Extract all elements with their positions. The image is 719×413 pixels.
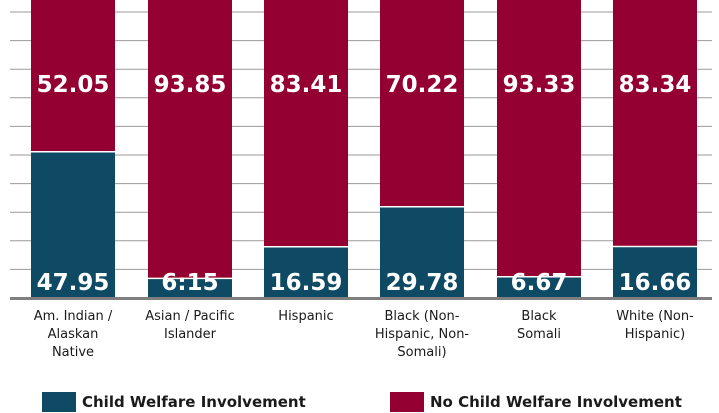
bar-segment bbox=[264, 246, 348, 297]
category-label: White (Non- Hispanic) bbox=[603, 308, 707, 344]
data-label-no-child-welfare: 93.33 bbox=[503, 72, 576, 98]
category-label-line: Asian / Pacific bbox=[145, 309, 235, 324]
data-label-child-welfare: 16.59 bbox=[270, 270, 343, 296]
category-label-line: Black (Non- bbox=[384, 309, 460, 324]
bar-segment bbox=[31, 151, 115, 297]
data-label-child-welfare: 6:15 bbox=[161, 270, 218, 296]
legend: Child Welfare Involvement No Child Welfa… bbox=[0, 392, 719, 412]
category-label-line: Alaskan bbox=[47, 327, 99, 342]
data-label-no-child-welfare: 93.85 bbox=[154, 72, 227, 98]
category-label-line: Am. Indian / bbox=[33, 309, 113, 324]
data-label-no-child-welfare: 52.05 bbox=[37, 72, 110, 98]
legend-item-no-child-welfare: No Child Welfare Involvement bbox=[390, 392, 682, 412]
legend-swatch-no-child-welfare bbox=[390, 392, 424, 412]
category-label: Black Somali bbox=[487, 308, 591, 344]
data-label-child-welfare: 6.67 bbox=[511, 270, 568, 296]
data-label-no-child-welfare: 83.41 bbox=[270, 72, 343, 98]
category-label-line: Black bbox=[521, 309, 557, 324]
data-label-child-welfare: 16.66 bbox=[619, 270, 692, 296]
category-label-line: Islander bbox=[163, 327, 217, 342]
category-label-line: Hispanic bbox=[278, 309, 334, 324]
category-label: Hispanic bbox=[254, 308, 358, 326]
bar-segment bbox=[613, 0, 697, 247]
category-label-line: Somali) bbox=[397, 345, 447, 360]
data-label-child-welfare: 29.78 bbox=[386, 270, 459, 296]
bar-segment bbox=[148, 278, 232, 297]
category-label-line: White (Non- bbox=[616, 309, 694, 324]
data-label-no-child-welfare: 70.22 bbox=[386, 72, 459, 98]
bar-segment bbox=[264, 0, 348, 247]
category-label-line: Hispanic, Non- bbox=[374, 327, 470, 342]
category-label: Asian / Pacific Islander bbox=[138, 308, 242, 344]
category-label: Black (Non- Hispanic, Non- Somali) bbox=[370, 308, 474, 362]
bar-segment bbox=[380, 206, 464, 297]
bar-segment bbox=[148, 0, 232, 279]
legend-label-no-child-welfare: No Child Welfare Involvement bbox=[430, 393, 682, 411]
category-label-line: Native bbox=[51, 345, 95, 360]
bar-segment bbox=[380, 0, 464, 207]
bar-segment bbox=[497, 0, 581, 277]
bar-segment bbox=[497, 276, 581, 297]
bar-segment bbox=[613, 246, 697, 297]
category-label: Am. Indian / Alaskan Native bbox=[21, 308, 125, 362]
legend-label-child-welfare: Child Welfare Involvement bbox=[82, 393, 306, 411]
data-label-child-welfare: 47.95 bbox=[37, 270, 110, 296]
bar-segment bbox=[31, 0, 115, 152]
category-label-line: Hispanic) bbox=[624, 327, 686, 342]
x-axis-baseline bbox=[10, 297, 712, 300]
category-label-line: Somali bbox=[516, 327, 562, 342]
legend-swatch-child-welfare bbox=[42, 392, 76, 412]
legend-item-child-welfare: Child Welfare Involvement bbox=[42, 392, 306, 412]
data-label-no-child-welfare: 83.34 bbox=[619, 72, 692, 98]
